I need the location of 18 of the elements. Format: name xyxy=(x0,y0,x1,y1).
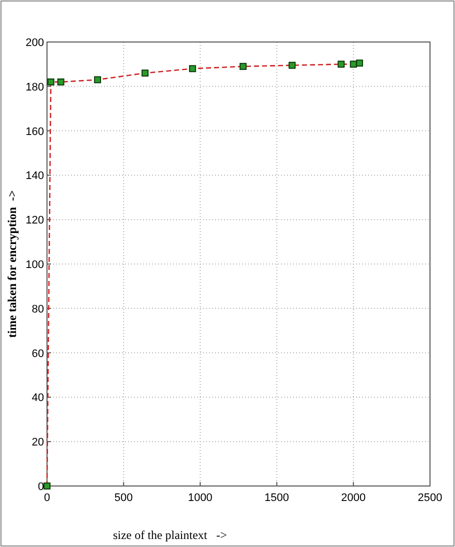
y-tick-label: 100 xyxy=(26,259,44,271)
y-tick-label: 40 xyxy=(32,392,44,404)
x-tick-label: 1000 xyxy=(188,492,212,504)
y-axis-title: time taken for encryption -> xyxy=(5,190,19,338)
y-tick-label: 20 xyxy=(32,436,44,449)
x-tick-label: 2500 xyxy=(418,492,442,504)
y-tick-label: 200 xyxy=(26,37,44,49)
x-tick-label: 1500 xyxy=(264,492,290,504)
x-tick-label: 500 xyxy=(114,492,133,504)
x-axis-title: size of the plaintext -> xyxy=(112,528,228,542)
y-tick-label: 140 xyxy=(26,170,44,182)
y-tick-label: 80 xyxy=(32,303,44,316)
y-tick-label: 120 xyxy=(26,214,44,227)
x-tick-label: 2000 xyxy=(341,492,366,504)
y-tick-label: 180 xyxy=(26,81,44,94)
y-tick-label: 160 xyxy=(26,126,44,138)
y-tick-label: 0 xyxy=(38,481,44,493)
y-tick-label: 60 xyxy=(32,348,44,360)
